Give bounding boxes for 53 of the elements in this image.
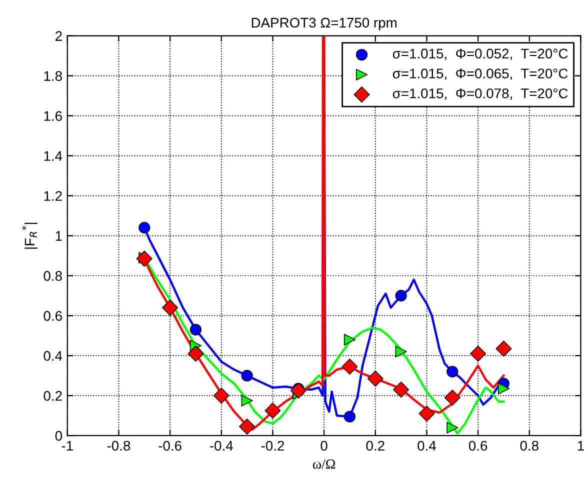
point	[138, 222, 150, 234]
x-tick-label: 0.4	[418, 440, 436, 451]
point	[496, 340, 512, 357]
point	[395, 290, 407, 302]
legend-label: σ=1.015, Φ=0.078, T=20°C	[392, 88, 568, 100]
x-tick-label: 1	[578, 440, 584, 451]
y-tick-label: 1	[56, 231, 62, 241]
point	[393, 382, 410, 398]
x-tick-label: -0.2	[261, 440, 284, 451]
point	[342, 358, 358, 375]
y-tick-label: 0.2	[44, 390, 62, 401]
point	[446, 422, 458, 434]
chart-title: DAPROT3 Ω=1750 rpm	[252, 18, 396, 30]
y-tick-label: 1.2	[44, 191, 62, 201]
y-tick-label: 0.4	[44, 350, 62, 361]
point	[367, 370, 384, 387]
x-tick-label: 0.8	[520, 440, 538, 451]
y-tick-label: 1.8	[44, 71, 62, 81]
y-tick-label: 2	[56, 31, 62, 41]
point	[344, 334, 356, 346]
y-tick-label: 0.8	[44, 271, 62, 281]
point	[290, 382, 306, 399]
x-tick-label: 0.2	[366, 440, 384, 451]
point	[418, 406, 435, 422]
point	[162, 300, 178, 316]
point	[188, 346, 204, 362]
x-axis-title: ω/Ω	[312, 459, 335, 469]
x-tick-label: 0	[320, 440, 328, 451]
x-tick-label: -0.6	[158, 440, 182, 451]
x-tick-label: -0.8	[107, 440, 130, 451]
y-tick-label: 0	[55, 430, 62, 441]
x-tick-label: -0.4	[210, 440, 233, 451]
point	[213, 388, 230, 404]
point	[241, 370, 253, 382]
x-tick-label: -1	[62, 440, 73, 451]
point	[498, 382, 510, 394]
point	[446, 366, 458, 378]
legend-label: σ=1.015, Φ=0.052, T=20°C	[392, 48, 568, 60]
point	[470, 346, 486, 362]
y-tick-label: 1.4	[44, 151, 62, 161]
point	[395, 346, 407, 358]
point	[241, 394, 253, 406]
point	[264, 402, 281, 419]
point	[136, 250, 152, 267]
point	[239, 418, 256, 435]
y-tick-label: 0.6	[44, 311, 62, 321]
point	[190, 324, 202, 336]
y-tick-label: 1.6	[44, 111, 62, 121]
legend-label: σ=1.015, Φ=0.065, T=20°C	[392, 68, 568, 80]
x-tick-label: 0.6	[468, 440, 488, 451]
point	[344, 410, 356, 422]
y-axis-title: |F$_{R}$$^{*}$|	[22, 222, 38, 249]
point	[444, 390, 460, 406]
